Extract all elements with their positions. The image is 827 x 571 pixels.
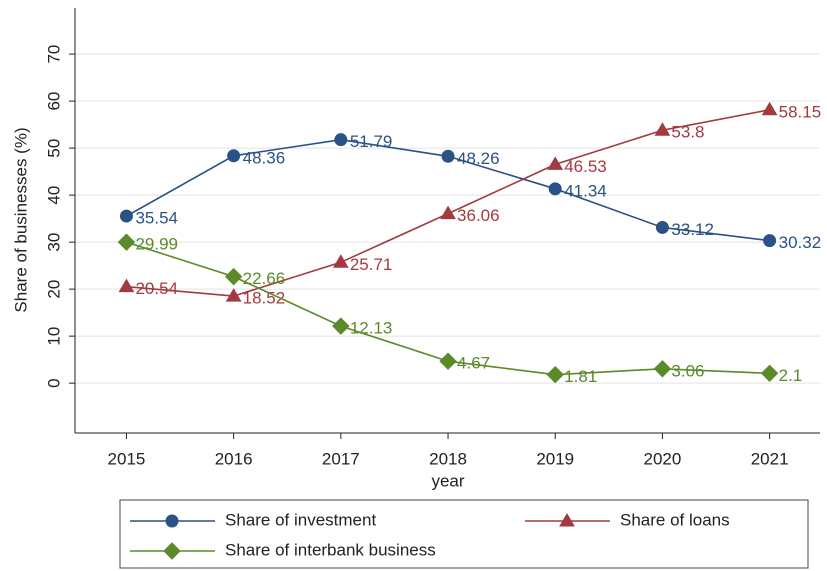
x-tick-label: 2019 (536, 449, 574, 468)
marker (224, 267, 243, 286)
x-axis-label: year (431, 471, 464, 490)
marker (547, 156, 564, 170)
data-label: 1.81 (564, 367, 597, 386)
data-label: 22.66 (243, 269, 286, 288)
marker (334, 133, 348, 147)
marker (225, 288, 242, 302)
data-label: 51.79 (350, 132, 393, 151)
legend-label: Share of investment (225, 510, 376, 529)
marker (760, 364, 779, 383)
marker (332, 317, 350, 335)
marker (332, 254, 349, 268)
x-tick-label: 2020 (644, 449, 682, 468)
data-label: 48.26 (457, 149, 500, 168)
marker (227, 149, 241, 163)
y-tick-label: 40 (44, 186, 63, 205)
data-label: 48.36 (243, 148, 286, 167)
x-tick-label: 2021 (751, 449, 789, 468)
x-tick-label: 2016 (215, 449, 253, 468)
marker (165, 514, 179, 528)
marker (117, 233, 136, 251)
x-tick-label: 2015 (108, 449, 146, 468)
marker (559, 513, 575, 527)
marker (546, 365, 564, 384)
y-tick-label: 20 (44, 280, 63, 299)
data-label: 46.53 (564, 157, 607, 176)
data-label: 4.67 (457, 354, 490, 373)
y-axis-label: Share of businesses (%) (11, 127, 30, 312)
x-tick-label: 2017 (322, 449, 360, 468)
data-label: 30.32 (779, 233, 822, 252)
marker (654, 122, 671, 136)
marker (761, 101, 778, 116)
marker (119, 209, 133, 223)
legend-box (119, 499, 809, 569)
y-tick-label: 30 (44, 233, 63, 252)
data-label: 33.12 (671, 220, 714, 239)
data-label: 2.1 (779, 366, 803, 385)
data-label: 29.99 (135, 235, 178, 254)
marker (439, 352, 457, 370)
x-tick-label: 2018 (429, 449, 467, 468)
y-tick-label: 60 (44, 92, 63, 111)
data-label: 3.06 (671, 361, 704, 380)
data-label: 58.15 (779, 102, 822, 121)
marker (118, 278, 135, 293)
marker (763, 234, 777, 248)
legend-label: Share of loans (620, 510, 730, 529)
data-label: 53.8 (671, 123, 704, 142)
y-tick-label: 70 (44, 45, 63, 64)
marker (548, 182, 562, 196)
marker (163, 542, 181, 560)
data-label: 35.54 (135, 209, 178, 228)
data-label: 36.06 (457, 206, 500, 225)
data-label: 41.34 (564, 181, 607, 200)
marker (440, 205, 456, 220)
marker (655, 220, 669, 234)
y-tick-label: 10 (44, 327, 63, 346)
marker (653, 360, 672, 378)
y-tick-label: 0 (44, 378, 63, 387)
data-label: 25.71 (350, 255, 393, 274)
y-tick-label: 50 (44, 139, 63, 158)
legend-label: Share of interbank business (225, 540, 436, 559)
data-label: 12.13 (350, 319, 393, 338)
marker (441, 149, 455, 163)
data-label: 18.52 (243, 289, 286, 308)
data-label: 20.54 (135, 279, 178, 298)
